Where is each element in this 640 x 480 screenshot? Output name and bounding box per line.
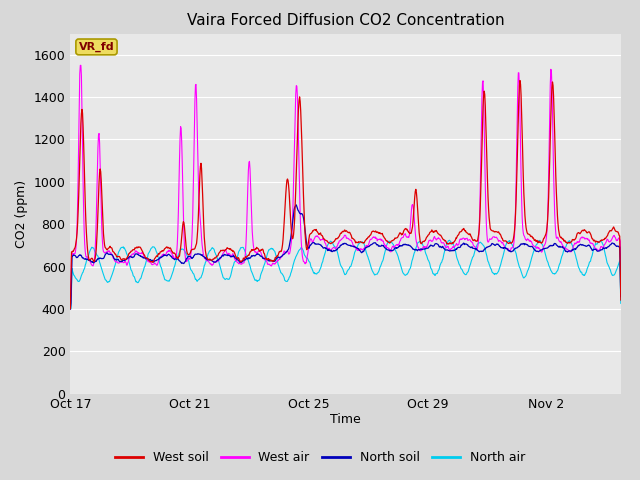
Legend: West soil, West air, North soil, North air: West soil, West air, North soil, North a… — [110, 446, 530, 469]
Y-axis label: CO2 (ppm): CO2 (ppm) — [15, 180, 28, 248]
X-axis label: Time: Time — [330, 413, 361, 426]
Text: VR_fd: VR_fd — [79, 42, 115, 52]
Title: Vaira Forced Diffusion CO2 Concentration: Vaira Forced Diffusion CO2 Concentration — [187, 13, 504, 28]
